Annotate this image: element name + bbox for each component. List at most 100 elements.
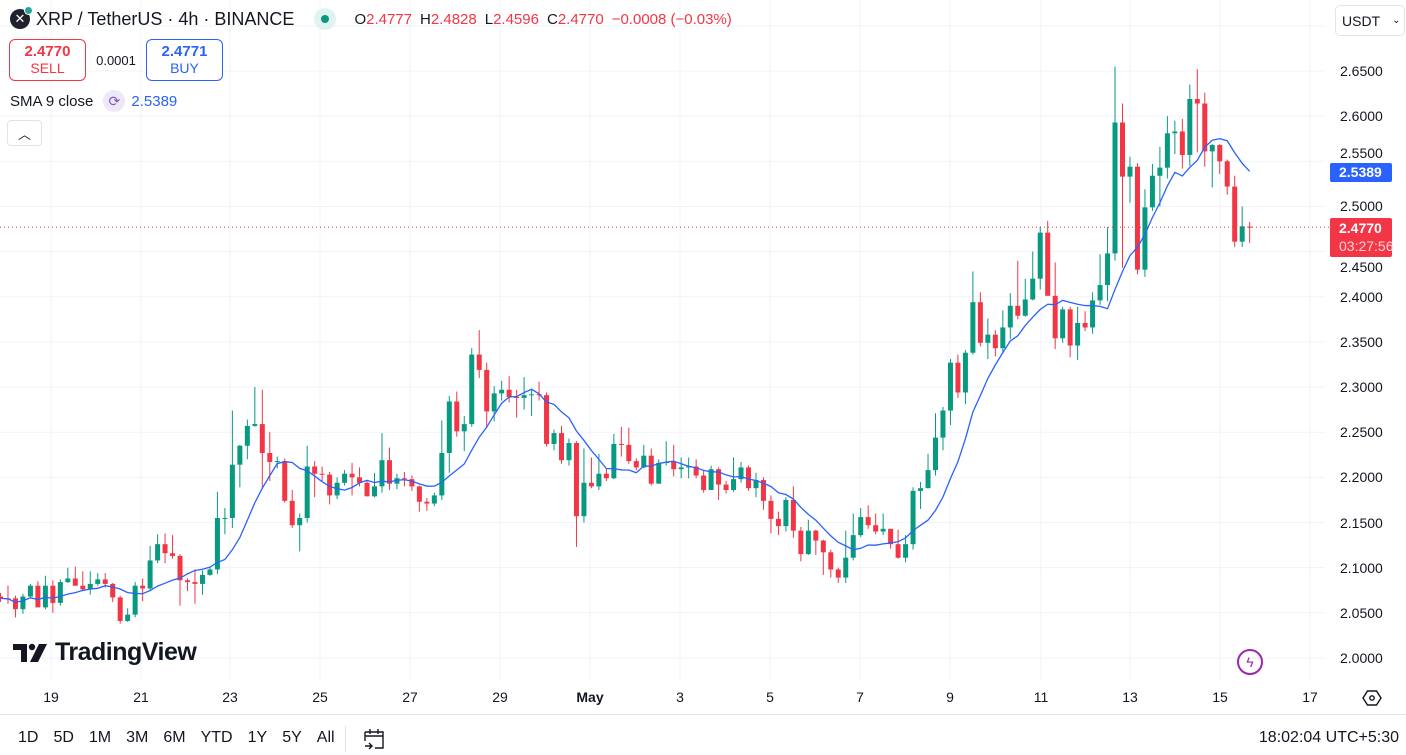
range-6m[interactable]: 6M bbox=[163, 729, 186, 746]
candle bbox=[95, 573, 101, 586]
sell-label: SELL bbox=[30, 60, 65, 76]
candle bbox=[888, 528, 894, 549]
indicator-label: SMA 9 close bbox=[10, 92, 94, 110]
candle bbox=[1232, 175, 1238, 248]
candle bbox=[626, 427, 632, 464]
candle bbox=[865, 505, 871, 529]
candle-body bbox=[813, 530, 819, 541]
candle-body bbox=[768, 500, 774, 519]
candle-body bbox=[244, 425, 250, 446]
time-tick-label: 7 bbox=[856, 689, 864, 705]
grid bbox=[0, 0, 1325, 680]
price-tick-label: 2.5000 bbox=[1340, 198, 1383, 215]
settings-icon[interactable] bbox=[1362, 689, 1382, 707]
sell-button[interactable]: 2.4770 SELL bbox=[9, 39, 86, 81]
buy-button[interactable]: 2.4771 BUY bbox=[146, 39, 223, 81]
candle-body bbox=[1097, 285, 1103, 301]
candle bbox=[27, 583, 33, 599]
collapse-legend-button[interactable]: ︿ bbox=[7, 120, 42, 146]
range-3m[interactable]: 3M bbox=[126, 729, 149, 746]
candle-body bbox=[596, 473, 602, 487]
candle bbox=[192, 569, 198, 604]
market-open-status-icon[interactable] bbox=[314, 8, 337, 30]
candle-body bbox=[521, 395, 527, 398]
candle bbox=[185, 578, 190, 592]
go-to-date-calendar-icon[interactable] bbox=[362, 727, 386, 751]
change-value: −0.0008 (−0.03%) bbox=[611, 10, 732, 28]
time-tick-label: 29 bbox=[492, 689, 508, 705]
currency-select[interactable]: USDT ⌄ bbox=[1335, 5, 1405, 36]
candle bbox=[57, 579, 63, 606]
loading-refresh-icon: ⟳ bbox=[103, 90, 126, 112]
price-tick-label: 2.5500 bbox=[1340, 145, 1383, 161]
candle bbox=[536, 381, 542, 401]
lightning-icon[interactable]: ϟ bbox=[1237, 649, 1263, 675]
candle bbox=[214, 491, 220, 574]
candle-body bbox=[903, 544, 909, 558]
close-label: C bbox=[546, 10, 558, 28]
candle bbox=[5, 585, 11, 604]
candle-body bbox=[790, 499, 796, 531]
candle-body bbox=[925, 470, 931, 489]
candle-body bbox=[1247, 226, 1253, 228]
time-tick-label: May bbox=[576, 689, 604, 705]
chevron-up-icon: ︿ bbox=[17, 126, 31, 142]
candle-body bbox=[798, 530, 804, 555]
range-all[interactable]: All bbox=[316, 729, 335, 746]
candle bbox=[155, 534, 161, 564]
candle bbox=[1075, 306, 1081, 360]
candle-body bbox=[222, 517, 228, 519]
candle bbox=[873, 513, 879, 535]
candle bbox=[1187, 84, 1193, 166]
symbol-title[interactable]: XRP / TetherUS · 4h · BINANCE bbox=[36, 8, 295, 29]
candle-body bbox=[701, 475, 707, 490]
candle-body bbox=[80, 585, 86, 590]
candle-body bbox=[828, 552, 834, 570]
tradingview-logo[interactable]: TradingView bbox=[13, 638, 197, 667]
range-ytd[interactable]: YTD bbox=[200, 729, 233, 746]
candle bbox=[1045, 220, 1051, 296]
candle bbox=[1060, 306, 1066, 343]
time-tick-label: 25 bbox=[312, 689, 328, 705]
range-1y[interactable]: 1Y bbox=[247, 729, 268, 746]
candle-body bbox=[888, 528, 894, 545]
candle bbox=[633, 458, 639, 471]
candle-body bbox=[1149, 175, 1155, 208]
candle-body bbox=[962, 352, 968, 393]
candle-body bbox=[57, 582, 63, 603]
range-5y[interactable]: 5Y bbox=[282, 729, 302, 746]
candle-body bbox=[551, 433, 557, 444]
sell-price: 2.4770 bbox=[24, 43, 71, 60]
candle-body bbox=[1224, 161, 1230, 187]
candle bbox=[50, 580, 56, 613]
candle-body bbox=[1232, 186, 1238, 242]
candle bbox=[641, 444, 647, 469]
candle-body bbox=[955, 362, 961, 393]
candle bbox=[738, 461, 744, 483]
candle bbox=[775, 511, 781, 536]
candle-body bbox=[1202, 103, 1208, 152]
range-1m[interactable]: 1M bbox=[88, 729, 112, 746]
candle-body bbox=[409, 479, 415, 487]
candle bbox=[327, 471, 333, 505]
candle-body bbox=[267, 452, 273, 462]
range-5d[interactable]: 5D bbox=[53, 729, 74, 746]
candle bbox=[693, 459, 699, 479]
price-tick-label: 2.4000 bbox=[1340, 288, 1383, 305]
candle bbox=[708, 465, 714, 490]
candle bbox=[835, 567, 841, 584]
candlestick-chart[interactable] bbox=[0, 0, 1330, 714]
candle bbox=[274, 456, 280, 469]
indicator-legend[interactable]: SMA 9 close ⟳ 2.5389 bbox=[10, 90, 177, 112]
candle bbox=[910, 487, 916, 550]
candle-body bbox=[424, 501, 430, 504]
candle-body bbox=[155, 544, 161, 561]
range-1d[interactable]: 1D bbox=[18, 729, 39, 746]
candle-body bbox=[1022, 299, 1028, 316]
clock-timezone[interactable]: 18:02:04 UTC+5:30 bbox=[1258, 729, 1399, 746]
candle-body bbox=[342, 473, 348, 483]
candle bbox=[1030, 251, 1036, 301]
candle-body bbox=[618, 443, 624, 445]
candle bbox=[618, 426, 624, 457]
candle-body bbox=[746, 467, 751, 489]
